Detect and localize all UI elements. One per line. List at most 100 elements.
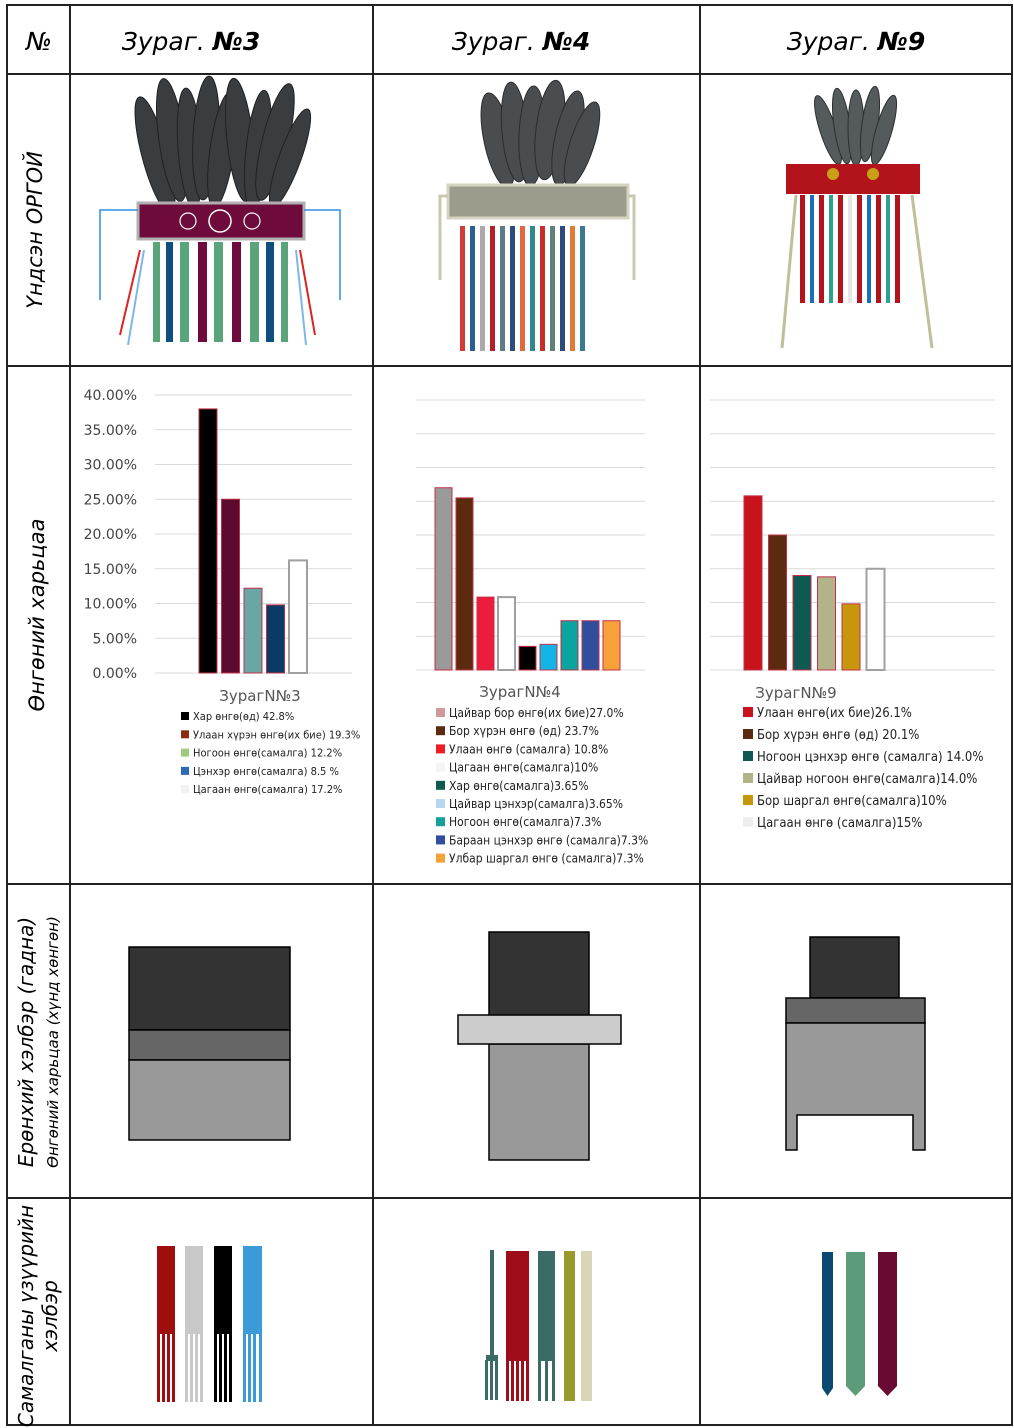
header-figure-3-prefix: Зураг. [122, 27, 213, 56]
legend-label: Бор хүрэн өнгө (өд) 23.7% [449, 724, 599, 738]
bar [243, 587, 263, 674]
bar [455, 497, 474, 671]
chart-title: ЗурагN№3 [219, 687, 300, 705]
legend-label: Бор хүрэн өнгө (өд) 20.1% [757, 728, 919, 743]
bar [288, 559, 308, 674]
strips-3 [153, 242, 288, 342]
legend-swatch [743, 773, 753, 783]
chart-bars [198, 408, 308, 674]
chart-legend: Улаан өнгө(их бие)26.1% Бор хүрэн өнгө (ө… [743, 706, 983, 831]
strips-4 [460, 226, 585, 351]
bar [602, 620, 621, 671]
y-tick-label: 5.00% [93, 631, 137, 647]
bar [221, 498, 240, 674]
orgoi-figure-3 [99, 75, 341, 346]
legend-swatch [181, 766, 189, 775]
legend-label: Улаан өнгө (самалга) 10.8% [449, 742, 608, 756]
y-tick-label: 40.00% [84, 388, 137, 404]
y-tick-label: 20.00% [84, 527, 137, 543]
header-figure-4: Зураг. №4 [452, 27, 591, 56]
row-label-general-shape: Ерөнхий хэлбэр (гадна) [14, 917, 38, 1167]
row-label-tip-shape-sub: хэлбэр [38, 1280, 62, 1353]
legend-label: Ногоон өнгө(самалга)7.3% [449, 815, 601, 829]
shape-figure-9 [785, 936, 926, 1151]
legend-label: Бараан цэнхэр өнгө (самалга)7.3% [449, 833, 648, 847]
y-tick-label: 0.00% [93, 666, 137, 682]
bar [539, 643, 558, 671]
legend-swatch [436, 762, 445, 772]
header-figure-9-number: №9 [877, 27, 925, 56]
legend-label: Улаан хүрэн өнгө(их бие) 19.3% [193, 728, 360, 741]
feathers-9 [814, 85, 898, 167]
legend-swatch [436, 835, 445, 845]
row-label-tip-shape: Самалганы үзүүрийн [14, 1205, 38, 1427]
legend-swatch [743, 817, 753, 827]
legend-label: Улбар шаргал өнгө (самалга)7.3% [449, 852, 644, 866]
shape-figure-3 [128, 946, 291, 1141]
legend-swatch [436, 744, 445, 754]
legend-label: Цайвар ногоон өнгө(самалга)14.0% [757, 772, 977, 787]
y-tick-label: 30.00% [84, 458, 137, 474]
band-3 [136, 201, 306, 241]
legend-swatch [743, 751, 753, 761]
shape-figure-4 [457, 931, 622, 1161]
bar-chart-figure-4: ЗурагN№4 Цайвар бор өнгө(их бие)27.0% Бор… [416, 399, 648, 866]
bar [560, 620, 579, 671]
bar [581, 620, 600, 671]
bar [518, 645, 537, 671]
bar-chart-figure-9: ЗурагN№9 Улаан өнгө(их бие)26.1% Бор хүрэ… [710, 399, 995, 831]
y-tick-label: 10.00% [84, 597, 137, 613]
legend-label: Улаан өнгө(их бие)26.1% [757, 706, 912, 721]
bar [817, 576, 836, 671]
legend-swatch [436, 799, 445, 808]
row-label-color-ratio: Өнгөний харьцаа [25, 519, 49, 712]
legend-label: Хар өнгө(самалга)3.65% [449, 779, 588, 793]
bar [198, 408, 218, 674]
header-figure-4-prefix: Зураг. [452, 27, 543, 56]
tips-figure-4 [485, 1250, 592, 1401]
legend-swatch [743, 795, 753, 805]
legend-swatch [181, 712, 189, 720]
header-figure-4-number: №4 [542, 27, 590, 56]
band-9 [786, 164, 920, 194]
legend-label: Цагаан өнгө (самалга)15% [757, 816, 922, 831]
legend-swatch [436, 726, 445, 736]
legend-swatch [181, 730, 189, 739]
chart-legend: Хар өнгө(өд) 42.8% Улаан хүрэн өнгө(их би… [181, 710, 360, 796]
legend-swatch [436, 780, 445, 790]
y-tick-label: 25.00% [84, 492, 137, 508]
bar [743, 495, 763, 671]
legend-swatch [181, 748, 189, 757]
chart-title: ЗурагN№4 [479, 683, 560, 701]
legend-label: Хар өнгө(өд) 42.8% [193, 710, 294, 723]
legend-swatch [743, 729, 753, 739]
tips-figure-3 [157, 1246, 262, 1402]
orgoi-figure-4 [438, 79, 636, 351]
legend-swatch [436, 708, 445, 717]
legend-label: Цайвар бор өнгө(их бие)27.0% [449, 706, 624, 720]
bar [497, 596, 516, 671]
legend-swatch [181, 785, 189, 794]
legend-label: Ногоон өнгө(самалга) 12.2% [193, 747, 342, 760]
legend-swatch [743, 707, 753, 717]
legend-swatch [436, 853, 445, 863]
y-tick-label: 15.00% [84, 562, 137, 578]
legend-label: Цагаан өнгө(самалга)10% [449, 761, 598, 775]
y-tick-label: 35.00% [84, 423, 137, 439]
table-grid [6, 4, 1013, 1426]
bar [865, 567, 886, 671]
band-4 [446, 183, 630, 220]
bar [768, 534, 787, 671]
tips-figure-9 [822, 1252, 897, 1396]
bar [476, 596, 495, 671]
legend-label: Цагаан өнгө(самалга) 17.2% [193, 783, 342, 796]
header-figure-3-number: №3 [212, 27, 260, 56]
bar [792, 575, 812, 671]
header-number-sign: № [24, 27, 52, 56]
feathers-3 [134, 75, 312, 214]
orgoi-figure-9 [780, 85, 934, 349]
bar [841, 603, 861, 671]
header-figure-3: Зураг. №3 [122, 27, 261, 56]
bar [434, 487, 453, 671]
